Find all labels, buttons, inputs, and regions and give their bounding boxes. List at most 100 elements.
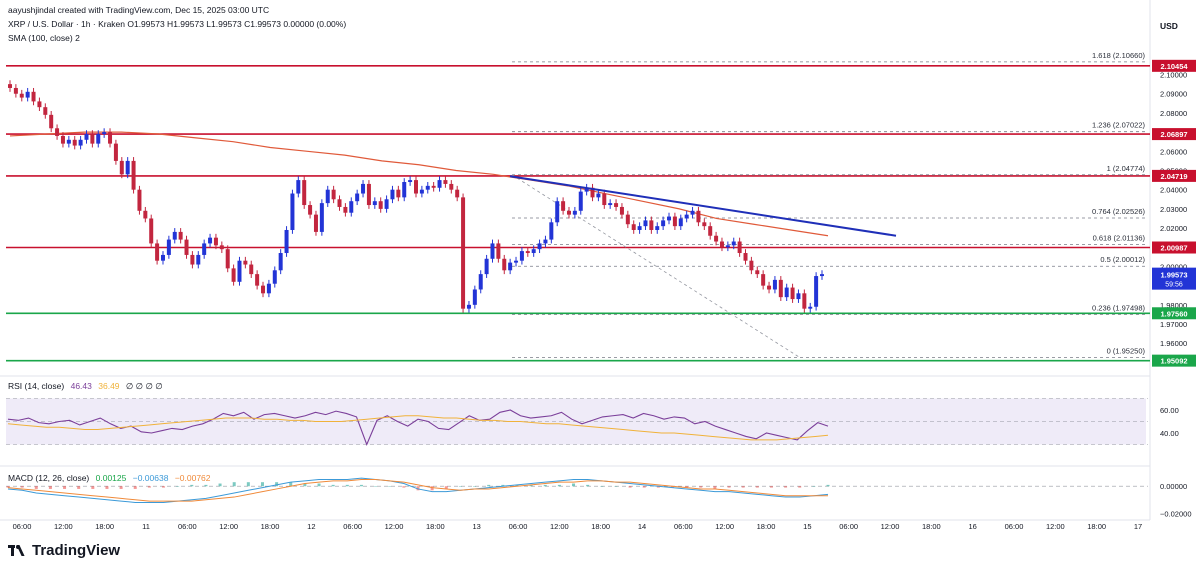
macd-label: MACD (12, 26, close) xyxy=(8,473,90,483)
level-price-label: 2.00987 xyxy=(1160,244,1187,253)
macd-histogram-bar xyxy=(289,482,293,487)
time-tick-label: 12 xyxy=(307,522,315,531)
candle-body xyxy=(572,210,577,215)
level-price-label: 2.06897 xyxy=(1160,130,1187,139)
macd-histogram-bar xyxy=(444,486,448,489)
time-tick-label: 06:00 xyxy=(509,522,528,531)
macd-histogram-bar xyxy=(487,484,491,487)
time-tick-label: 06:00 xyxy=(674,522,693,531)
macd-value-3: −0.00762 xyxy=(174,473,211,483)
time-tick-label: 06:00 xyxy=(839,522,858,531)
macd-histogram-bar xyxy=(119,486,123,489)
level-price-badge xyxy=(1152,169,1196,182)
fib-label: 0.5 (2.00012) xyxy=(1100,255,1145,264)
fib-label: 1.618 (2.10660) xyxy=(1092,51,1145,60)
candle-body xyxy=(55,128,60,136)
candle-body xyxy=(661,220,666,227)
candle-body xyxy=(619,206,624,215)
candle-body xyxy=(437,180,442,188)
macd-histogram-bar xyxy=(529,484,533,487)
candle-body xyxy=(637,226,642,230)
candle-body xyxy=(796,293,801,300)
candle-body xyxy=(790,287,795,300)
macd-histogram-bar xyxy=(133,486,137,489)
macd-histogram-bar xyxy=(388,486,392,487)
candle-body xyxy=(290,193,295,230)
candle-body xyxy=(714,235,719,242)
candle-body xyxy=(814,276,819,307)
fib-label: 0.618 (2.01136) xyxy=(1093,234,1146,243)
macd-histogram-bar xyxy=(600,486,604,487)
macd-legend: MACD (12, 26, close) 0.00125 −0.00638 −0… xyxy=(8,473,215,483)
level-price-badge xyxy=(1152,307,1196,320)
macd-histogram-bar xyxy=(260,482,264,487)
macd-histogram-bar xyxy=(303,483,307,487)
candle-body xyxy=(37,101,42,108)
candle-body xyxy=(60,135,65,144)
price-tick-label: 2.09000 xyxy=(1160,90,1187,99)
candle-body xyxy=(272,270,277,284)
time-tick-label: 12:00 xyxy=(881,522,900,531)
price-tick-label: 1.97000 xyxy=(1160,320,1187,329)
macd-histogram-bar xyxy=(162,486,166,488)
macd-histogram-bar xyxy=(147,486,151,488)
candle-body xyxy=(160,254,165,261)
candle-body xyxy=(678,218,683,227)
macd-tick-label: −0.02000 xyxy=(1160,509,1192,518)
time-tick-label: 18:00 xyxy=(591,522,610,531)
time-tick-label: 12:00 xyxy=(54,522,73,531)
sma-legend: SMA (100, close) 2 xyxy=(8,33,80,43)
candle-body xyxy=(820,274,824,277)
macd-tick-label: 0.00000 xyxy=(1160,482,1187,491)
candle-body xyxy=(625,214,630,225)
macd-histogram-bar xyxy=(246,482,250,487)
candle-body xyxy=(43,107,48,115)
candle-body xyxy=(478,274,483,290)
time-tick-label: 12:00 xyxy=(715,522,734,531)
macd-histogram-bar xyxy=(374,486,378,487)
candle-body xyxy=(213,237,218,246)
candle-body xyxy=(319,203,324,232)
macd-histogram-bar xyxy=(63,486,67,489)
candle-body xyxy=(614,203,619,207)
current-price-badge xyxy=(1152,267,1196,290)
candle-body xyxy=(761,274,766,286)
time-tick-label: 06:00 xyxy=(178,522,197,531)
macd-histogram-bar xyxy=(557,484,561,487)
candle-body xyxy=(537,243,542,250)
macd-histogram-bar xyxy=(473,486,477,487)
macd-histogram-bar xyxy=(685,486,689,488)
macd-histogram-bar xyxy=(190,484,194,487)
candle-body xyxy=(131,160,136,190)
macd-histogram-bar xyxy=(402,486,406,488)
candle-body xyxy=(137,189,142,211)
candle-body xyxy=(502,258,507,271)
candle-body xyxy=(490,243,495,259)
macd-line xyxy=(7,477,829,503)
candle-body xyxy=(355,193,360,202)
candle-body xyxy=(608,203,613,206)
rsi-tick-label: 60.00 xyxy=(1160,406,1179,415)
price-tick-label: 2.04000 xyxy=(1160,186,1187,195)
macd-histogram-bar xyxy=(628,486,632,488)
candle-body xyxy=(108,132,113,144)
price-tick-label: 2.10000 xyxy=(1160,71,1187,80)
level-price-badge xyxy=(1152,128,1196,141)
time-tick-label: 18:00 xyxy=(261,522,280,531)
macd-histogram-bar xyxy=(670,486,674,488)
candle-body xyxy=(443,180,448,184)
candle-body xyxy=(202,243,207,255)
candle-body xyxy=(249,264,254,275)
candle-body xyxy=(19,93,24,98)
macd-histogram-bar xyxy=(642,486,646,488)
macd-histogram-bar xyxy=(798,486,802,488)
candle-body xyxy=(313,214,318,232)
candle-body xyxy=(378,201,383,209)
level-price-badge xyxy=(1152,59,1196,72)
candle-body xyxy=(519,251,524,261)
time-tick-label: 18:00 xyxy=(95,522,114,531)
candle-body xyxy=(184,239,189,255)
candle-body xyxy=(261,285,266,294)
candle-body xyxy=(602,193,607,206)
